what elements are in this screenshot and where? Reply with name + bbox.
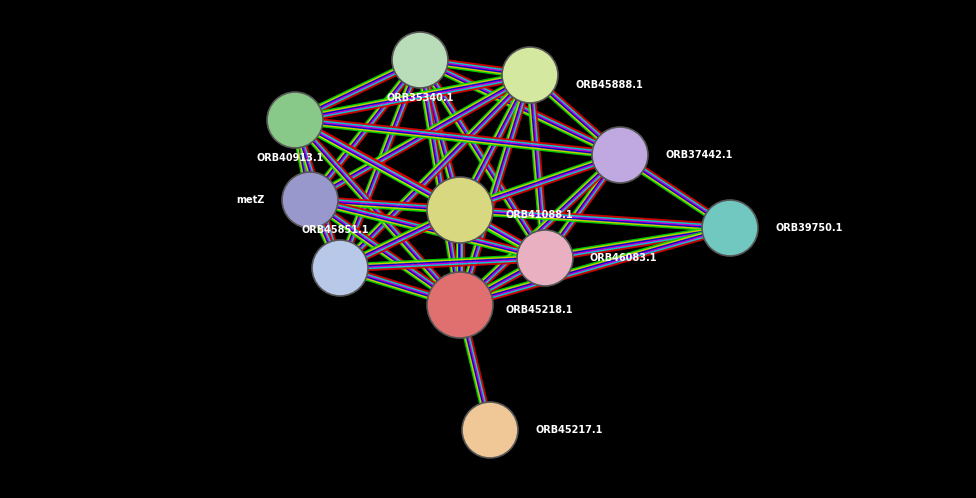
Circle shape <box>312 240 368 296</box>
Text: metZ: metZ <box>236 195 265 205</box>
Circle shape <box>282 172 338 228</box>
Text: ORB35340.1: ORB35340.1 <box>386 93 454 103</box>
Text: ORB37442.1: ORB37442.1 <box>665 150 732 160</box>
Circle shape <box>592 127 648 183</box>
Circle shape <box>427 272 493 338</box>
Circle shape <box>502 47 558 103</box>
Text: ORB46083.1: ORB46083.1 <box>590 253 658 263</box>
Text: ORB41088.1: ORB41088.1 <box>505 210 573 220</box>
Text: ORB45851.1: ORB45851.1 <box>302 225 369 235</box>
Circle shape <box>427 177 493 243</box>
Circle shape <box>702 200 758 256</box>
Text: ORB40913.1: ORB40913.1 <box>257 153 324 163</box>
Circle shape <box>517 230 573 286</box>
Text: ORB45218.1: ORB45218.1 <box>505 305 573 315</box>
Text: ORB45888.1: ORB45888.1 <box>575 80 643 90</box>
Text: ORB45217.1: ORB45217.1 <box>535 425 602 435</box>
Circle shape <box>392 32 448 88</box>
Text: ORB39750.1: ORB39750.1 <box>775 223 842 233</box>
Circle shape <box>462 402 518 458</box>
Circle shape <box>267 92 323 148</box>
